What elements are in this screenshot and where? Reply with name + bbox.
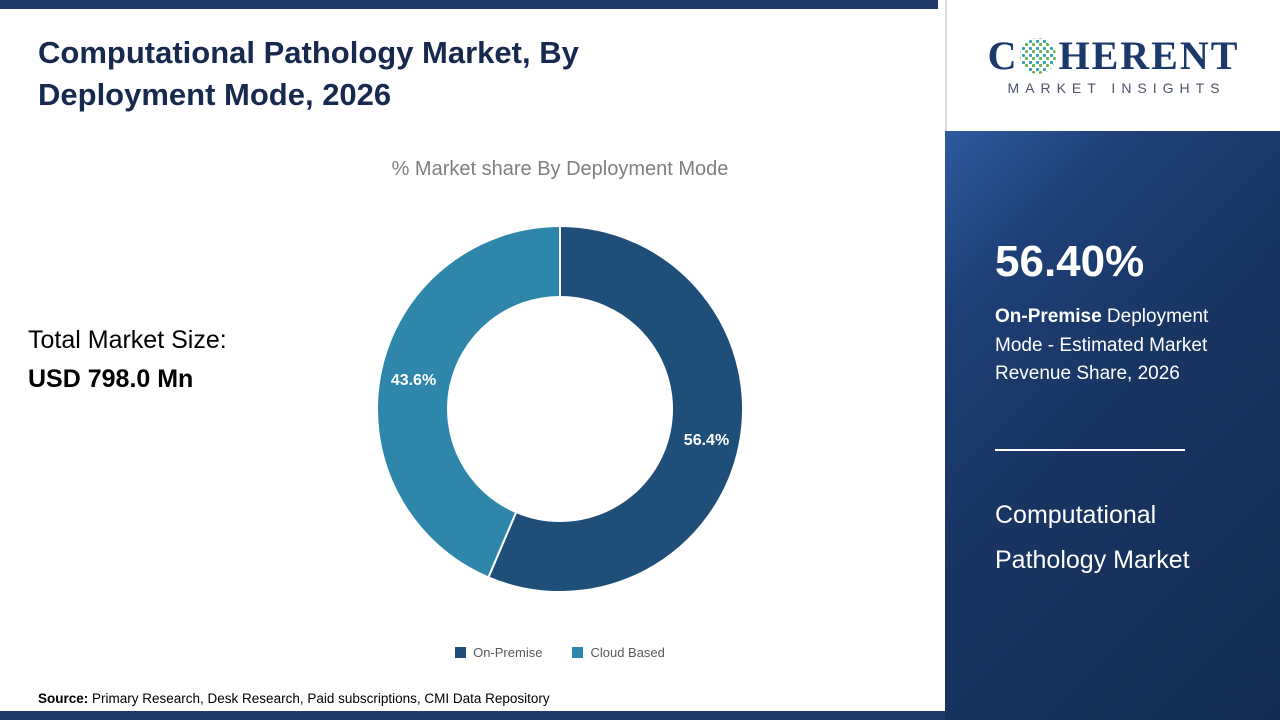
chart-title: % Market share By Deployment Mode xyxy=(391,158,729,180)
legend-swatch xyxy=(572,647,584,658)
slice-label: 56.4% xyxy=(684,432,729,449)
donut-chart-svg: 56.4% 43.6% xyxy=(376,224,744,593)
panel-divider xyxy=(995,448,1185,451)
donut-chart-area: % Market share By Deployment Mode 56.4% 4… xyxy=(360,158,760,660)
slice-label: 43.6% xyxy=(391,372,436,389)
stat-description-rest: Deployment Mode - Estimated Market Reven… xyxy=(995,306,1209,384)
legend-item-on-premise: On-Premise xyxy=(455,645,542,660)
legend-swatch xyxy=(455,647,467,658)
source-line: Source: Primary Research, Desk Research,… xyxy=(38,691,550,706)
source-label: Source: xyxy=(38,691,89,706)
bottom-accent-bar xyxy=(0,711,1280,720)
legend-label: On-Premise xyxy=(473,645,543,660)
brand-wordmark: C HERENT xyxy=(987,32,1240,78)
total-market-size-label: Total Market Size: xyxy=(28,326,227,354)
total-market-size: Total Market Size: USD 798.0 Mn xyxy=(28,326,227,394)
legend-item-cloud-based: Cloud Based xyxy=(572,645,665,660)
page-title: Computational Pathology Market, By Deplo… xyxy=(38,35,579,112)
stat-description-bold: On-Premise xyxy=(995,306,1102,327)
panel-market-name: Computational Pathology Market xyxy=(995,500,1190,574)
donut-slice-cloud-based xyxy=(376,224,561,579)
top-accent-bar xyxy=(0,0,938,9)
donut-slice-on-premise xyxy=(487,224,744,593)
right-panel: C HERENT MARKET INSIGHTS 56.40% On-Premi… xyxy=(945,0,1280,720)
brand-prefix: C xyxy=(987,32,1019,78)
brand-tagline: MARKET INSIGHTS xyxy=(1007,79,1226,96)
chart-legend: On-Premise Cloud Based xyxy=(360,645,760,660)
brand-suffix: HERENT xyxy=(1058,32,1240,78)
brand-logo: C HERENT MARKET INSIGHTS xyxy=(945,0,1280,131)
legend-label: Cloud Based xyxy=(590,645,665,660)
stat-value: 56.40% xyxy=(995,237,1145,286)
globe-icon xyxy=(1020,37,1057,74)
source-text: Primary Research, Desk Research, Paid su… xyxy=(88,691,550,706)
total-market-size-value: USD 798.0 Mn xyxy=(28,365,194,393)
stat-description: On-Premise Deployment Mode - Estimated M… xyxy=(995,303,1230,389)
panel-body: 56.40% On-Premise Deployment Mode - Esti… xyxy=(945,131,1280,720)
